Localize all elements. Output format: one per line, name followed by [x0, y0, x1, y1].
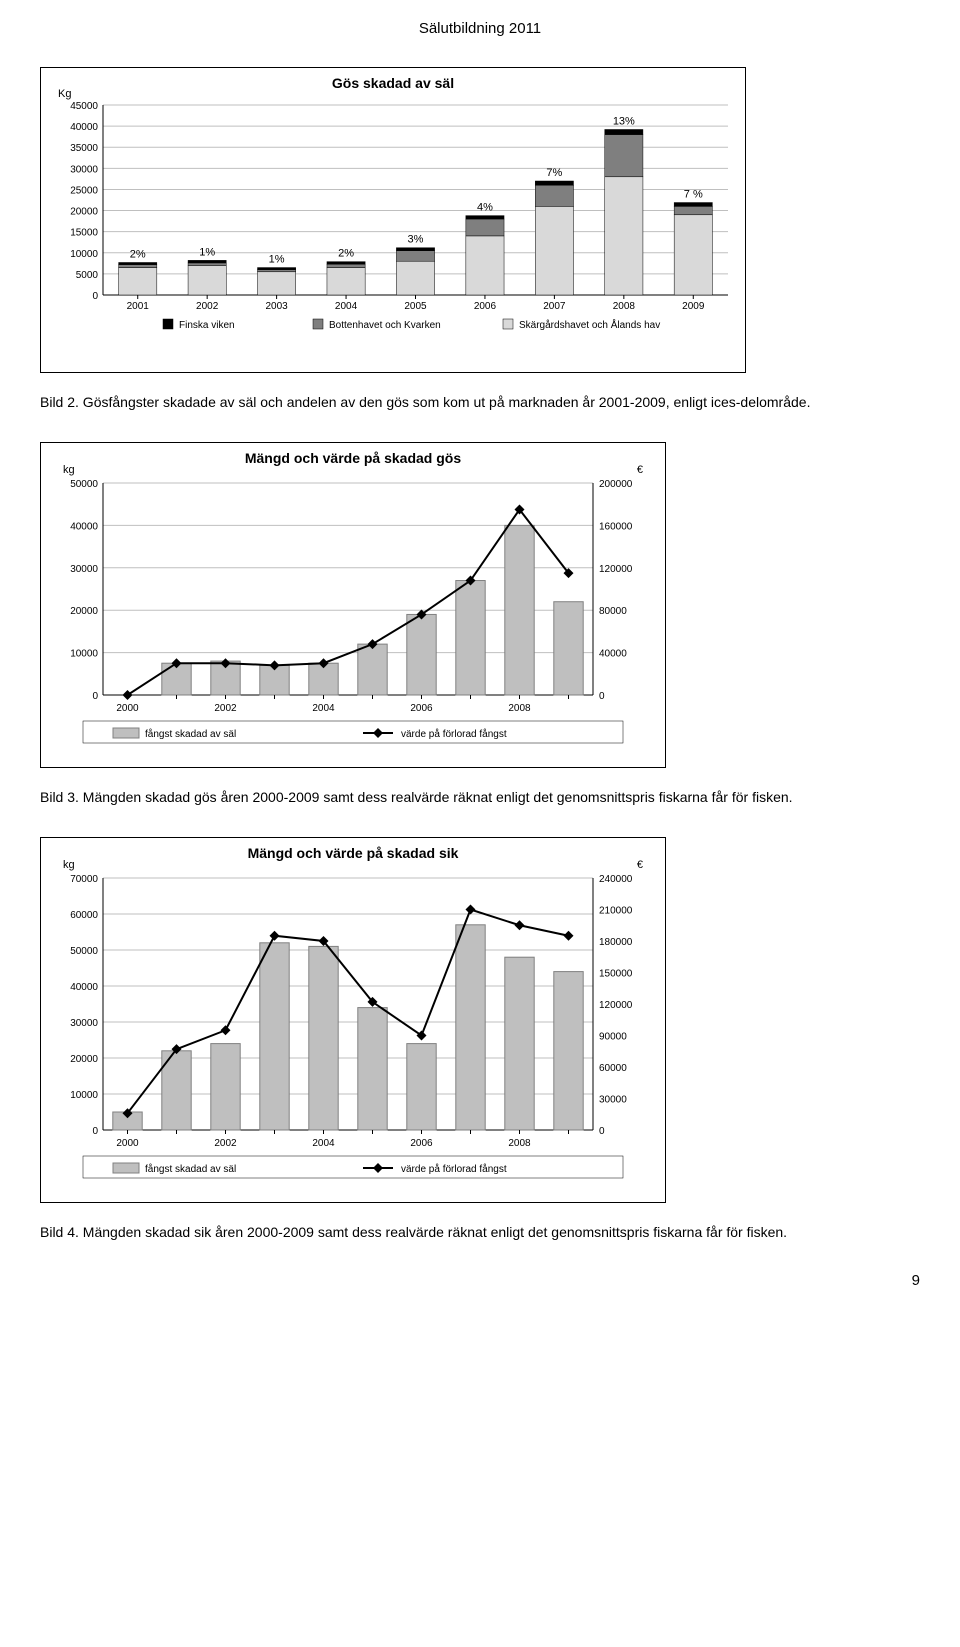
svg-text:60000: 60000	[70, 910, 98, 921]
page-number: 9	[40, 1272, 920, 1289]
svg-text:2005: 2005	[404, 301, 427, 312]
svg-text:25000: 25000	[70, 185, 98, 196]
svg-text:2006: 2006	[410, 703, 433, 714]
svg-text:35000: 35000	[70, 143, 98, 154]
svg-text:50000: 50000	[70, 479, 98, 490]
svg-text:40000: 40000	[599, 648, 627, 659]
svg-text:240000: 240000	[599, 874, 633, 885]
svg-text:kg: kg	[63, 859, 75, 871]
svg-text:0: 0	[92, 691, 98, 702]
svg-text:50000: 50000	[70, 946, 98, 957]
svg-text:40000: 40000	[70, 521, 98, 532]
svg-text:fångst skadad av säl: fångst skadad av säl	[145, 1163, 236, 1175]
page-header: Sälutbildning 2011	[40, 20, 920, 37]
svg-text:1%: 1%	[269, 254, 285, 266]
svg-text:2009: 2009	[682, 301, 705, 312]
svg-text:10000: 10000	[70, 1090, 98, 1101]
svg-text:värde på förlorad fångst: värde på förlorad fångst	[401, 728, 507, 740]
svg-text:2004: 2004	[312, 703, 335, 714]
svg-text:2008: 2008	[508, 703, 531, 714]
svg-text:45000: 45000	[70, 101, 98, 112]
svg-text:180000: 180000	[599, 937, 633, 948]
svg-text:Bottenhavet och Kvarken: Bottenhavet och Kvarken	[329, 320, 441, 331]
svg-text:värde på förlorad fångst: värde på förlorad fångst	[401, 1163, 507, 1175]
svg-text:Gös skadad av säl: Gös skadad av säl	[332, 75, 454, 91]
svg-text:20000: 20000	[70, 1054, 98, 1065]
svg-text:30000: 30000	[70, 1018, 98, 1029]
svg-text:1%: 1%	[199, 246, 215, 258]
svg-text:2002: 2002	[214, 703, 237, 714]
svg-text:2002: 2002	[214, 1138, 237, 1149]
caption2: Bild 3. Mängden skadad gös åren 2000-200…	[40, 788, 920, 807]
svg-text:Mängd och värde på skadad sik: Mängd och värde på skadad sik	[248, 845, 459, 861]
svg-text:2001: 2001	[127, 301, 150, 312]
chart1-box: Gös skadad av säl Kg 0 5000 10000 15000 20000 2…	[40, 67, 746, 373]
svg-text:160000: 160000	[599, 521, 633, 532]
svg-text:60000: 60000	[599, 1063, 627, 1074]
svg-text:210000: 210000	[599, 905, 633, 916]
chart1-svg: Gös skadad av säl Kg 0 5000 10000 15000 20000 2…	[43, 70, 743, 370]
svg-text:30000: 30000	[70, 164, 98, 175]
svg-text:80000: 80000	[599, 606, 627, 617]
svg-text:Kg: Kg	[58, 88, 71, 100]
svg-text:Mängd och värde på skadad gös: Mängd och värde på skadad gös	[245, 450, 461, 466]
svg-text:150000: 150000	[599, 968, 633, 979]
svg-text:2004: 2004	[335, 301, 358, 312]
caption1: Bild 2. Gösfångster skadade av säl och a…	[40, 393, 920, 412]
svg-text:7%: 7%	[546, 167, 562, 179]
svg-text:Skärgårdshavet och Ålands hav: Skärgårdshavet och Ålands hav	[519, 318, 660, 331]
svg-text:40000: 40000	[70, 122, 98, 133]
svg-text:2%: 2%	[338, 248, 354, 260]
svg-text:2008: 2008	[508, 1138, 531, 1149]
svg-text:fångst skadad av säl: fångst skadad av säl	[145, 728, 236, 740]
svg-text:€: €	[637, 859, 643, 871]
svg-text:2003: 2003	[265, 301, 288, 312]
svg-text:5000: 5000	[76, 270, 99, 281]
svg-text:2002: 2002	[196, 301, 219, 312]
svg-text:120000: 120000	[599, 1000, 633, 1011]
svg-text:30000: 30000	[70, 564, 98, 575]
svg-text:3%: 3%	[408, 234, 424, 246]
svg-text:0: 0	[92, 291, 98, 302]
svg-text:200000: 200000	[599, 479, 633, 490]
svg-text:kg: kg	[63, 464, 75, 476]
svg-text:2%: 2%	[130, 248, 146, 260]
svg-text:15000: 15000	[70, 228, 98, 239]
chart2-box: Mängd och värde på skadad gös kg €0 10000 20…	[40, 442, 666, 768]
svg-text:20000: 20000	[70, 207, 98, 218]
svg-text:2008: 2008	[613, 301, 636, 312]
svg-text:13%: 13%	[613, 115, 635, 127]
svg-text:40000: 40000	[70, 982, 98, 993]
svg-text:7 %: 7 %	[684, 189, 703, 201]
svg-text:30000: 30000	[599, 1094, 627, 1105]
svg-text:2004: 2004	[312, 1138, 335, 1149]
svg-text:4%: 4%	[477, 202, 493, 214]
svg-text:10000: 10000	[70, 249, 98, 260]
svg-text:2006: 2006	[410, 1138, 433, 1149]
svg-text:90000: 90000	[599, 1031, 627, 1042]
svg-text:2000: 2000	[116, 703, 139, 714]
svg-text:70000: 70000	[70, 874, 98, 885]
chart3-svg: Mängd och värde på skadad sik kg €0 10000 20…	[43, 840, 663, 1200]
svg-text:2000: 2000	[116, 1138, 139, 1149]
svg-text:Finska viken: Finska viken	[179, 320, 235, 331]
svg-text:€: €	[637, 464, 643, 476]
caption3: Bild 4. Mängden skadad sik åren 2000-200…	[40, 1223, 920, 1242]
svg-text:2007: 2007	[543, 301, 566, 312]
svg-text:0: 0	[599, 691, 605, 702]
svg-text:2006: 2006	[474, 301, 497, 312]
svg-text:10000: 10000	[70, 648, 98, 659]
chart3-box: Mängd och värde på skadad sik kg €0 10000 20…	[40, 837, 666, 1203]
svg-text:0: 0	[92, 1126, 98, 1137]
svg-text:20000: 20000	[70, 606, 98, 617]
svg-text:120000: 120000	[599, 564, 633, 575]
svg-text:0: 0	[599, 1126, 605, 1137]
chart2-svg: Mängd och värde på skadad gös kg €0 10000 20…	[43, 445, 663, 765]
